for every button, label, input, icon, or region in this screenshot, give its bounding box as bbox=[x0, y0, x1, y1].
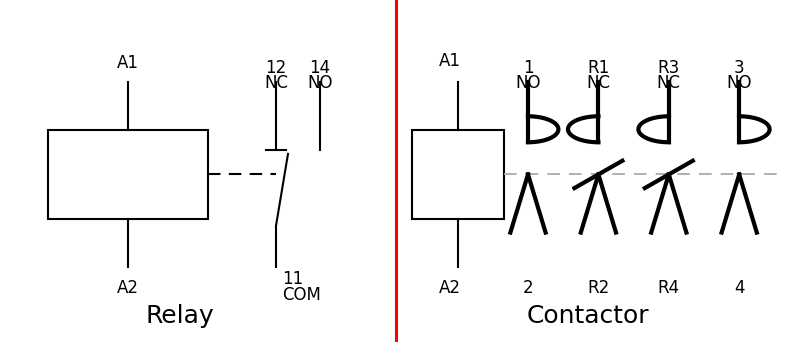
Text: R3: R3 bbox=[658, 59, 680, 77]
Text: 4: 4 bbox=[734, 279, 745, 297]
Text: 14: 14 bbox=[310, 59, 330, 77]
Text: 11: 11 bbox=[282, 270, 304, 288]
Text: NO: NO bbox=[515, 74, 541, 92]
Text: 12: 12 bbox=[266, 59, 286, 77]
Text: NC: NC bbox=[264, 74, 288, 92]
Text: R4: R4 bbox=[658, 279, 680, 297]
Text: A1: A1 bbox=[117, 54, 139, 72]
Text: R1: R1 bbox=[587, 59, 610, 77]
Bar bbox=[48, 130, 208, 219]
Text: A1: A1 bbox=[439, 52, 461, 70]
Text: NC: NC bbox=[586, 74, 610, 92]
Text: A2: A2 bbox=[117, 279, 139, 297]
Text: Contactor: Contactor bbox=[526, 304, 650, 328]
Text: Relay: Relay bbox=[146, 304, 214, 328]
Bar bbox=[412, 130, 504, 219]
Text: NO: NO bbox=[726, 74, 752, 92]
Text: A2: A2 bbox=[439, 279, 461, 297]
Text: R2: R2 bbox=[587, 279, 610, 297]
Text: 3: 3 bbox=[734, 59, 745, 77]
Text: COM: COM bbox=[282, 286, 322, 304]
Text: 2: 2 bbox=[522, 279, 534, 297]
Text: NO: NO bbox=[307, 74, 333, 92]
Text: 1: 1 bbox=[522, 59, 534, 77]
Text: NC: NC bbox=[657, 74, 681, 92]
